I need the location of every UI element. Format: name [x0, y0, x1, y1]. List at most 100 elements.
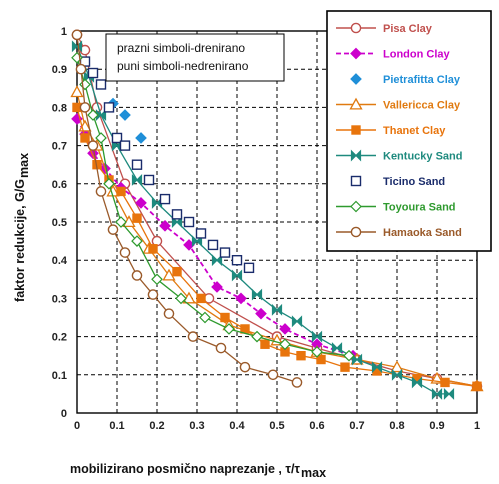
data-point-vallericca-clay — [390, 360, 404, 373]
data-point-toyoura-sand — [223, 323, 235, 335]
data-point-hamaoka-sand — [131, 270, 143, 281]
data-point-hamaoka-sand — [267, 369, 279, 381]
series-line-toyoura-sand — [76, 57, 350, 357]
series-thanet-clay — [72, 102, 482, 391]
data-point-london-clay — [159, 219, 171, 232]
data-point-toyoura-sand — [343, 349, 355, 362]
data-point-london-clay — [211, 281, 223, 293]
legend-entry-pietrafitta-clay: Pietrafitta Clay — [350, 73, 461, 86]
data-point-kentucky-sand — [271, 303, 283, 316]
y-tick-label: 0.7 — [52, 141, 67, 153]
data-point-thanet-clay — [240, 324, 250, 334]
x-tick-label: 0.2 — [149, 420, 164, 432]
y-tick-label: 0.8 — [52, 102, 67, 114]
legend-marker — [349, 97, 363, 110]
data-point-hamaoka-sand — [291, 377, 303, 388]
annotation-undrained: puni simboli-nedrenirano — [117, 59, 249, 73]
data-point-thanet-clay — [80, 133, 90, 143]
data-point-hamaoka-sand — [71, 29, 83, 41]
data-point-pietrafitta-clay — [135, 132, 147, 144]
data-point-ticino-sand — [95, 79, 107, 90]
data-point-thanet-clay — [316, 354, 326, 365]
legend-label: Ticino Sand — [383, 176, 445, 188]
data-point-toyoura-sand — [175, 292, 187, 305]
data-point-toyoura-sand — [151, 273, 163, 286]
y-axis-title-group: faktor redukcije, G/G max — [13, 153, 31, 302]
y-axis-ticks: 0 0.1 0.2 0.3 0.4 0.5 0.6 0.7 0.8 0.9 1 — [52, 26, 68, 420]
x-axis-title: mobilizirano posmično naprezanje , τ/τ — [70, 462, 300, 476]
x-tick-label: 0.1 — [109, 420, 124, 432]
y-tick-label: 0.2 — [52, 332, 67, 344]
data-point-thanet-clay — [116, 186, 126, 197]
data-point-pietrafitta-clay — [119, 109, 131, 121]
data-point-kentucky-sand — [231, 269, 243, 282]
data-point-kentucky-sand — [291, 315, 303, 328]
legend-marker — [350, 73, 362, 85]
data-point-ticino-sand — [159, 193, 171, 205]
data-point-hamaoka-sand — [107, 224, 119, 235]
data-point-toyoura-sand — [87, 109, 99, 121]
data-point-kentucky-sand — [311, 330, 323, 343]
x-axis-title-subscript: max — [301, 466, 326, 480]
data-point-toyoura-sand — [251, 330, 263, 343]
x-tick-label: 0 — [74, 420, 80, 432]
data-point-kentucky-sand — [131, 174, 143, 186]
legend-marker — [350, 200, 362, 213]
legend-marker — [350, 22, 362, 34]
data-point-ticino-sand — [207, 239, 219, 251]
data-point-toyoura-sand — [95, 132, 107, 144]
data-point-ticino-sand — [183, 216, 195, 228]
data-point-hamaoka-sand — [187, 331, 199, 342]
data-point-ticino-sand — [231, 254, 243, 266]
legend-label: Thanet Clay — [383, 125, 446, 137]
data-point-hamaoka-sand — [95, 186, 107, 197]
data-point-london-clay — [255, 307, 267, 320]
data-point-ticino-sand — [143, 174, 155, 186]
data-point-toyoura-sand — [115, 216, 127, 228]
data-point-thanet-clay — [340, 362, 350, 372]
data-point-ticino-sand — [111, 132, 123, 144]
legend-entry-thanet-clay: Thanet Clay — [336, 125, 446, 137]
data-point-vallericca-clay — [162, 268, 176, 281]
y-tick-label: 1 — [61, 26, 67, 38]
legend-label: Pisa Clay — [383, 23, 433, 35]
data-point-thanet-clay — [440, 377, 450, 388]
x-tick-label: 0.3 — [189, 420, 204, 432]
series-layer — [70, 29, 484, 400]
y-tick-label: 0.9 — [52, 64, 67, 76]
y-tick-label: 0.1 — [52, 370, 67, 382]
data-point-hamaoka-sand — [75, 63, 87, 75]
series-line-hamaoka-sand — [76, 34, 298, 384]
data-point-toyoura-sand — [279, 338, 291, 351]
x-axis-ticks: 0 0.1 0.2 0.3 0.4 0.5 0.6 0.7 0.8 0.9 1 — [74, 420, 480, 432]
data-point-hamaoka-sand — [87, 140, 99, 151]
legend-marker — [350, 47, 362, 60]
series-toyoura-sand — [71, 51, 355, 362]
legend-entry-hamaoka-sand: Hamaoka Sand — [336, 226, 462, 239]
data-point-thanet-clay — [472, 381, 482, 391]
data-point-hamaoka-sand — [147, 289, 159, 300]
legend-entry-ticino-sand: Ticino Sand — [350, 175, 445, 188]
x-tick-label: 0.6 — [309, 420, 324, 432]
data-point-kentucky-sand — [351, 353, 363, 366]
x-tick-label: 0.4 — [229, 420, 245, 432]
data-point-ticino-sand — [195, 228, 207, 239]
data-point-toyoura-sand — [79, 78, 91, 91]
data-point-ticino-sand — [103, 102, 115, 113]
data-point-toyoura-sand — [131, 235, 143, 247]
data-point-ticino-sand — [119, 140, 131, 151]
data-point-kentucky-sand — [431, 387, 443, 400]
legend-entry-vallericca-clay: Vallericca Clay — [336, 97, 461, 112]
series-hamaoka-sand — [71, 29, 303, 388]
data-point-london-clay — [279, 323, 291, 335]
x-tick-label: 0.9 — [429, 420, 444, 432]
y-tick-label: 0 — [61, 408, 67, 420]
data-point-thanet-clay — [172, 266, 182, 277]
data-point-hamaoka-sand — [239, 361, 251, 373]
legend-marker — [351, 125, 361, 135]
y-tick-label: 0.3 — [52, 293, 67, 305]
y-tick-label: 0.6 — [52, 179, 67, 191]
legend-entry-toyoura-sand: Toyoura Sand — [336, 200, 456, 214]
x-tick-label: 0.5 — [269, 420, 284, 432]
